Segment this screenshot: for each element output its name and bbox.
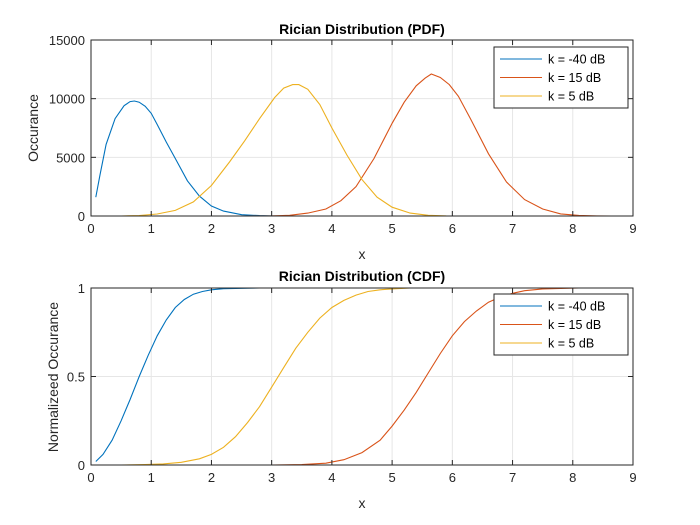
cdf-y-tick-label: 0 [78, 458, 85, 473]
cdf-series-line-2 [235, 287, 612, 466]
pdf-x-tick-label: 2 [208, 221, 215, 236]
cdf-x-tick-label: 3 [268, 470, 275, 485]
cdf-y-tick-label: 0.5 [67, 370, 85, 385]
pdf-x-tick-label: 1 [148, 221, 155, 236]
pdf-x-tick-label: 7 [509, 221, 516, 236]
pdf-x-axis-label: x [359, 246, 366, 262]
cdf-x-tick-label: 5 [388, 470, 395, 485]
cdf-y-ticks: 00.51 [67, 281, 633, 473]
cdf-x-tick-label: 7 [509, 470, 516, 485]
pdf-series-line-2 [241, 73, 612, 217]
pdf-x-tick-label: 5 [388, 221, 395, 236]
pdf-y-axis-label: Occurance [25, 94, 41, 162]
cdf-x-tick-label: 4 [328, 470, 335, 485]
pdf-axes-frame [90, 39, 634, 217]
cdf-legend-label: k = 15 dB [548, 318, 601, 332]
pdf-y-tick-label: 0 [78, 209, 85, 224]
pdf-x-tick-label: 4 [328, 221, 335, 236]
pdf-y-ticks: 0 5000 10000 15000 [49, 33, 633, 224]
cdf-x-tick-label: 9 [629, 470, 636, 485]
cdf-x-tick-label: 2 [208, 470, 215, 485]
cdf-legend-label: k = -40 dB [548, 300, 605, 314]
cdf-x-ticks: 0 1 2 3 4 5 6 7 8 9 [87, 288, 637, 485]
pdf-legend-label: k = 5 dB [548, 90, 594, 104]
pdf-chart-title: Rician Distribution (PDF) [279, 21, 445, 37]
cdf-y-axis-label: Normalizeed Occurance [45, 302, 61, 452]
pdf-legend-label: k = 15 dB [548, 71, 601, 85]
pdf-y-tick-label: 10000 [49, 92, 85, 107]
cdf-y-tick-label: 1 [78, 281, 85, 296]
pdf-x-tick-label: 6 [449, 221, 456, 236]
cdf-x-tick-label: 6 [449, 470, 456, 485]
pdf-x-tick-label: 9 [629, 221, 636, 236]
pdf-series-line-3 [121, 84, 471, 217]
pdf-x-tick-label: 3 [268, 221, 275, 236]
pdf-axes: 0 1 2 3 4 5 6 7 8 9 0 5000 10000 15000 Rician Distri… [25, 21, 637, 262]
pdf-grid [91, 40, 633, 216]
pdf-series-line-1 [95, 100, 302, 217]
cdf-x-tick-label: 1 [148, 470, 155, 485]
cdf-legend-label: k = 5 dB [548, 337, 594, 351]
cdf-x-tick-label: 8 [569, 470, 576, 485]
cdf-legend: k = -40 dB k = 15 dB k = 5 dB [493, 293, 629, 356]
cdf-series-line-3 [121, 287, 471, 466]
cdf-chart-title: Rician Distribution (CDF) [279, 268, 445, 284]
cdf-x-axis-label: x [359, 495, 366, 511]
cdf-x-tick-label: 0 [87, 470, 94, 485]
pdf-x-ticks: 0 1 2 3 4 5 6 7 8 9 [87, 40, 637, 236]
pdf-y-tick-label: 15000 [49, 33, 85, 48]
pdf-y-tick-label: 5000 [56, 150, 85, 165]
pdf-x-tick-label: 8 [569, 221, 576, 236]
pdf-legend-label: k = -40 dB [548, 53, 605, 67]
pdf-series-lines [95, 73, 612, 217]
pdf-legend: k = -40 dB k = 15 dB k = 5 dB [493, 46, 629, 109]
pdf-x-tick-label: 0 [87, 221, 94, 236]
